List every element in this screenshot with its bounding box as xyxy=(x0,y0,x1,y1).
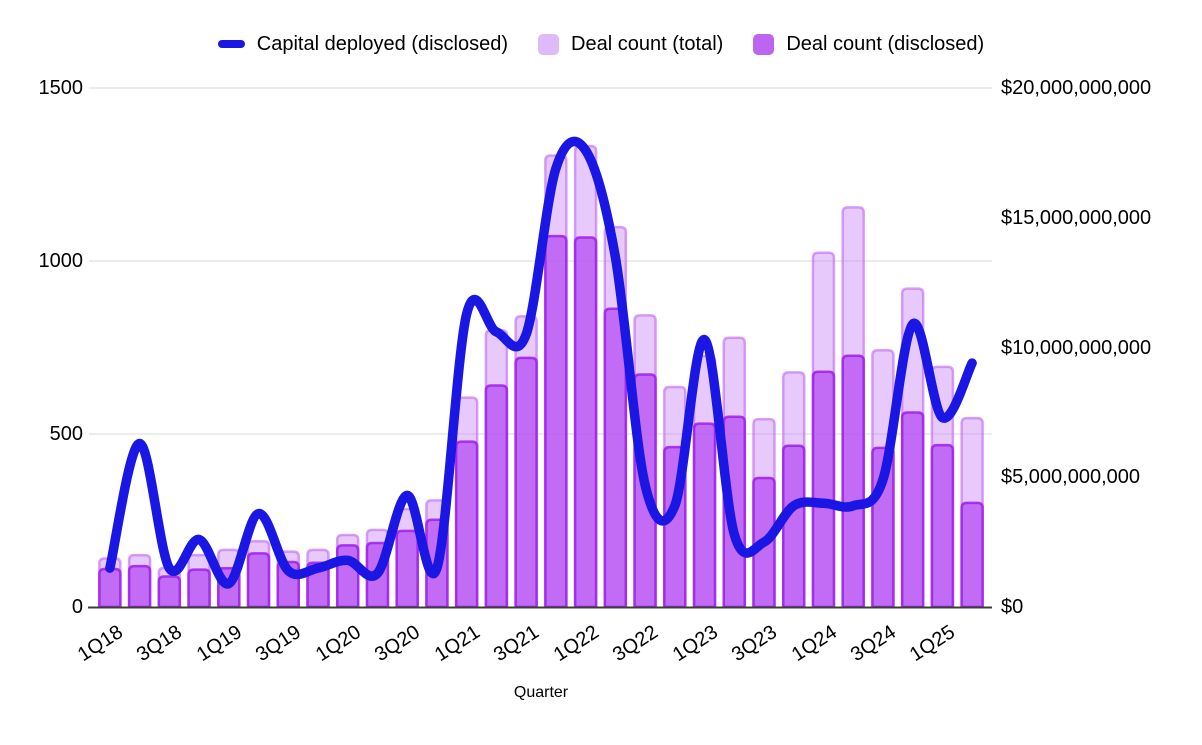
bar-deal-count-disclosed xyxy=(811,370,836,609)
capital-deployed-line xyxy=(105,136,977,589)
legend-item-deal-count-disclosed[interactable]: Deal count (disclosed) xyxy=(753,32,984,56)
bar-deal-count-disclosed xyxy=(514,356,538,609)
bar-deal-count-disclosed xyxy=(335,544,360,609)
y-left-tick-label: 500 xyxy=(49,423,83,445)
bar-deal-count-disclosed xyxy=(395,529,419,609)
bar-deal-count-disclosed xyxy=(157,575,182,609)
bar-deal-count-disclosed xyxy=(900,411,925,609)
bar-deal-count-disclosed xyxy=(841,354,865,609)
y-right-tick-label: $10,000,000,000 xyxy=(1001,336,1152,359)
bar-deal-count-disclosed xyxy=(127,564,152,609)
bar-deal-count-disclosed xyxy=(692,422,717,609)
bar-deal-count-disclosed xyxy=(544,234,568,609)
y-right-tick-label: $5,000,000,000 xyxy=(1001,466,1141,489)
bar-deal-count-disclosed xyxy=(484,384,509,609)
bar-deal-count-disclosed xyxy=(603,307,628,609)
bar-deal-count-disclosed xyxy=(960,501,984,609)
y-right-tick-label: $15,000,000,000 xyxy=(1001,206,1152,229)
legend-total-swatch-icon xyxy=(538,33,560,55)
legend-item-capital-deployed[interactable]: Capital deployed (disclosed) xyxy=(217,32,509,56)
legend-item-deal-count-total[interactable]: Deal count (total) xyxy=(538,32,723,56)
y-right-tick-label: $20,000,000,000 xyxy=(1001,77,1152,99)
legend-line-swatch-icon xyxy=(217,40,245,48)
legend-label-deal-count-disclosed: Deal count (disclosed) xyxy=(786,33,985,55)
bar-deal-count-disclosed xyxy=(454,440,479,609)
legend-label-deal-count-total: Deal count (total) xyxy=(571,33,724,55)
y-left-tick-label: 1000 xyxy=(38,250,84,272)
y-left-tick-label: 0 xyxy=(71,596,83,618)
legend-disclosed-swatch-icon xyxy=(753,33,775,55)
bar-deal-count-disclosed xyxy=(98,567,122,609)
legend-label-capital-deployed: Capital deployed (disclosed) xyxy=(256,33,509,55)
chart-legend: Capital deployed (disclosed) Deal count … xyxy=(0,32,1202,56)
bar-deal-count-disclosed xyxy=(930,443,955,609)
y-right-tick-label: $0 xyxy=(1001,596,1024,618)
x-axis-title: Quarter xyxy=(513,684,569,701)
y-left-tick-label: 1500 xyxy=(38,77,84,99)
bar-deal-count-disclosed xyxy=(573,236,598,609)
bar-deal-count-disclosed xyxy=(246,552,271,609)
bar-deal-count-disclosed xyxy=(187,568,211,609)
bar-deal-count-disclosed xyxy=(781,444,806,609)
